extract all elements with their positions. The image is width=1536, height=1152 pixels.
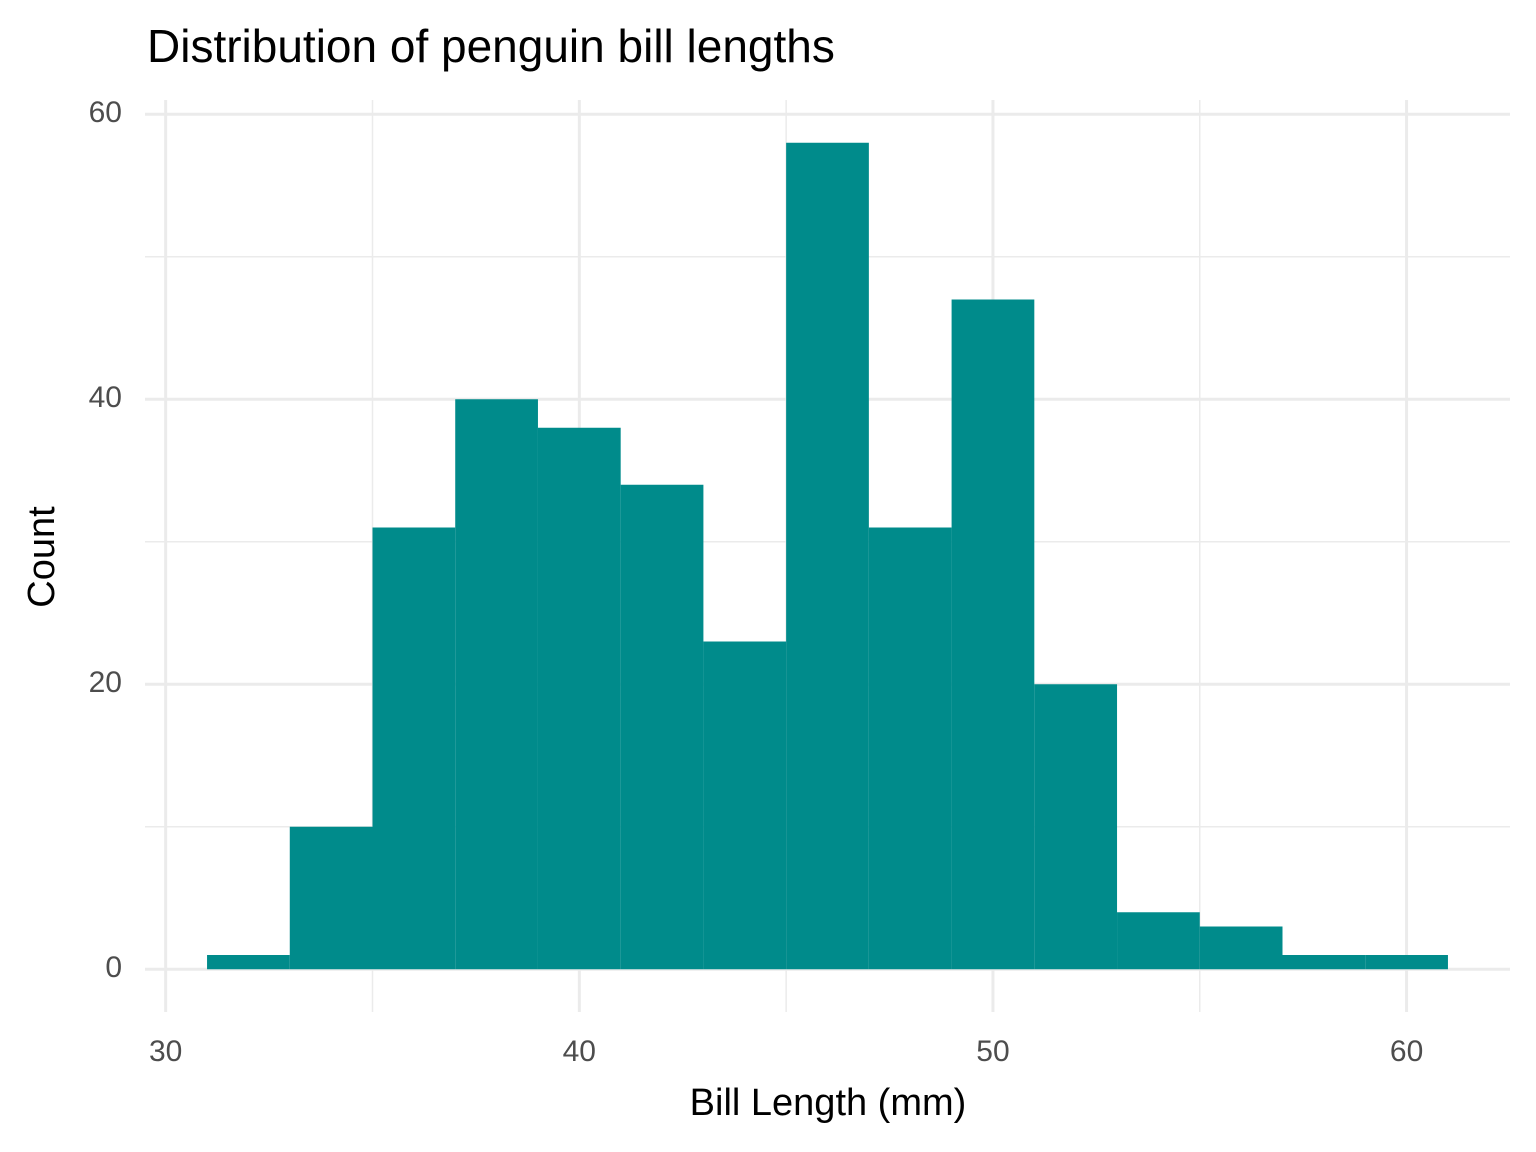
chart-title: Distribution of penguin bill lengths [147,20,835,72]
bar [703,641,787,970]
x-tick-label: 50 [976,1035,1009,1068]
bar [1034,684,1118,970]
y-tick-label: 60 [89,96,122,129]
bar [868,527,952,970]
bar [786,142,869,970]
bar [951,299,1035,970]
y-tick-label: 40 [89,381,122,414]
bar [289,826,373,970]
bar [1365,955,1448,970]
bar [537,427,621,970]
bar [620,484,704,970]
y-tick-label: 20 [89,666,122,699]
bar [1117,912,1200,970]
bar [207,955,290,970]
bar [1199,926,1283,970]
x-tick-label: 30 [149,1035,182,1068]
x-tick-label: 60 [1390,1035,1423,1068]
x-tick-label: 40 [563,1035,596,1068]
y-tick-label: 0 [105,951,122,984]
x-axis-title: Bill Length (mm) [690,1082,967,1124]
bar [1282,955,1366,970]
bar [372,527,456,970]
bar [455,399,538,970]
y-axis-title: Count [21,506,63,608]
